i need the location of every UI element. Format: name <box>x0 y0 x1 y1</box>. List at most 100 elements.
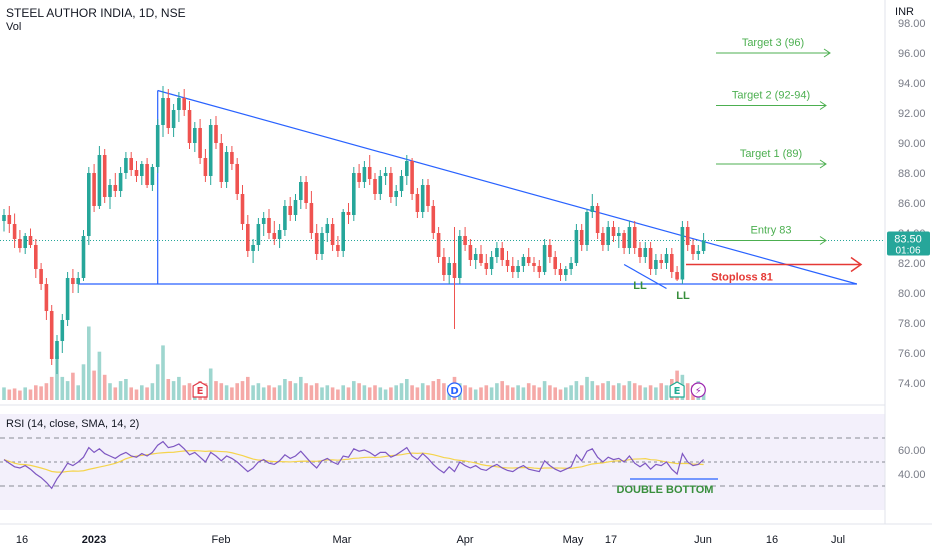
time-tick-label: 16 <box>16 534 28 546</box>
candle-body <box>288 206 292 215</box>
candle-body <box>558 269 563 275</box>
volume-bar <box>367 387 372 400</box>
volume-bar <box>256 383 261 400</box>
rsi-pane-background <box>0 414 885 510</box>
candle-body <box>193 128 197 143</box>
volume-bar <box>230 387 234 400</box>
earnings-marker-icon <box>192 381 208 398</box>
volume-bar <box>320 387 324 400</box>
candle-body <box>590 206 595 212</box>
price-tick-label: 82.00 <box>898 258 926 270</box>
candle-body <box>140 164 144 176</box>
candle-body <box>304 182 308 203</box>
volume-bar <box>415 387 420 400</box>
volume-bar <box>293 383 298 400</box>
volume-bar <box>638 385 642 400</box>
volume-bar <box>420 383 425 400</box>
candle-body <box>198 128 202 158</box>
chart-title: STEEL AUTHOR INDIA, 1D, NSE <box>6 6 186 20</box>
volume-bar <box>304 383 308 400</box>
volume-bar <box>325 385 330 400</box>
candle-body <box>579 230 584 245</box>
event-marker-glyph: E <box>674 386 681 397</box>
candle-body <box>283 206 287 230</box>
price-tick-label: 80.00 <box>898 288 926 300</box>
volume-bar <box>521 387 526 400</box>
candles <box>2 86 706 374</box>
candle-body <box>500 248 504 260</box>
volume-bar <box>590 381 595 400</box>
candle-body <box>256 224 261 245</box>
candle-body <box>240 194 245 224</box>
candle-body <box>648 248 653 269</box>
candle-body <box>224 152 229 182</box>
time-tick-label: Apr <box>456 534 473 546</box>
volume-bar <box>357 383 361 400</box>
candle-body <box>511 266 515 272</box>
volume-bar <box>219 383 224 400</box>
candle-body <box>489 257 494 269</box>
candle-body <box>638 248 642 257</box>
volume-bar <box>161 345 165 400</box>
candle-body <box>542 245 547 272</box>
candle-body <box>150 167 155 185</box>
volume-bar <box>564 387 568 400</box>
target-arrowhead <box>819 159 827 169</box>
stoploss-label: Stoploss 81 <box>711 272 773 284</box>
candle-body <box>235 164 239 194</box>
price-tick-label: 96.00 <box>898 48 926 60</box>
volume-bar <box>632 383 637 400</box>
price-tick-label: 78.00 <box>898 318 926 330</box>
rsi-tick-label: 40.00 <box>898 469 926 481</box>
volume-bar <box>155 364 160 400</box>
event-marker-glyph: E <box>197 386 204 397</box>
candle-body <box>426 185 430 206</box>
volume-bar <box>431 381 436 400</box>
candle-body <box>632 227 637 248</box>
volume-bar <box>145 387 149 400</box>
rsi-tick-label: 60.00 <box>898 445 926 457</box>
candle-body <box>521 257 526 266</box>
rsi-line <box>3 440 705 490</box>
candle-body <box>505 260 510 266</box>
volume-bar <box>299 376 303 400</box>
candle-body <box>526 257 531 263</box>
candle-body <box>595 206 600 233</box>
price-tick-label: 90.00 <box>898 138 926 150</box>
volume-bar <box>336 389 340 400</box>
volume-bar <box>341 385 345 400</box>
double-bottom-label: DOUBLE BOTTOM <box>617 484 714 496</box>
volume-bar <box>373 385 377 400</box>
candle-body <box>458 236 462 278</box>
volume-bar <box>405 379 409 400</box>
candle-body <box>7 215 12 224</box>
candle-body <box>314 233 319 254</box>
candle-body <box>415 194 420 212</box>
candle-body <box>177 98 181 110</box>
volume-label: Vol <box>6 21 22 33</box>
candle-body <box>447 263 451 275</box>
event-marker-glyph: ⚡ <box>695 386 702 397</box>
volume-bar <box>463 385 467 400</box>
volume-bar <box>553 387 557 400</box>
candle-body <box>378 176 383 194</box>
volume-bar <box>23 387 27 400</box>
volume-bar <box>251 385 255 400</box>
volume-bar <box>643 387 648 400</box>
candle-body <box>564 269 568 275</box>
candle-body <box>113 185 118 191</box>
candle-body <box>309 203 314 233</box>
candle-body <box>367 167 372 179</box>
price-tick-label: 88.00 <box>898 168 926 180</box>
volume-bar <box>18 390 22 400</box>
volume-bar <box>473 389 478 400</box>
volume-bar <box>214 381 218 400</box>
lower-low-label: LL <box>633 280 647 292</box>
volume-bar <box>182 385 186 400</box>
volume-bar <box>177 376 181 400</box>
volume-bar <box>399 383 404 400</box>
candle-body <box>627 227 632 248</box>
candle-body <box>436 233 441 257</box>
volume-bar <box>606 381 610 400</box>
